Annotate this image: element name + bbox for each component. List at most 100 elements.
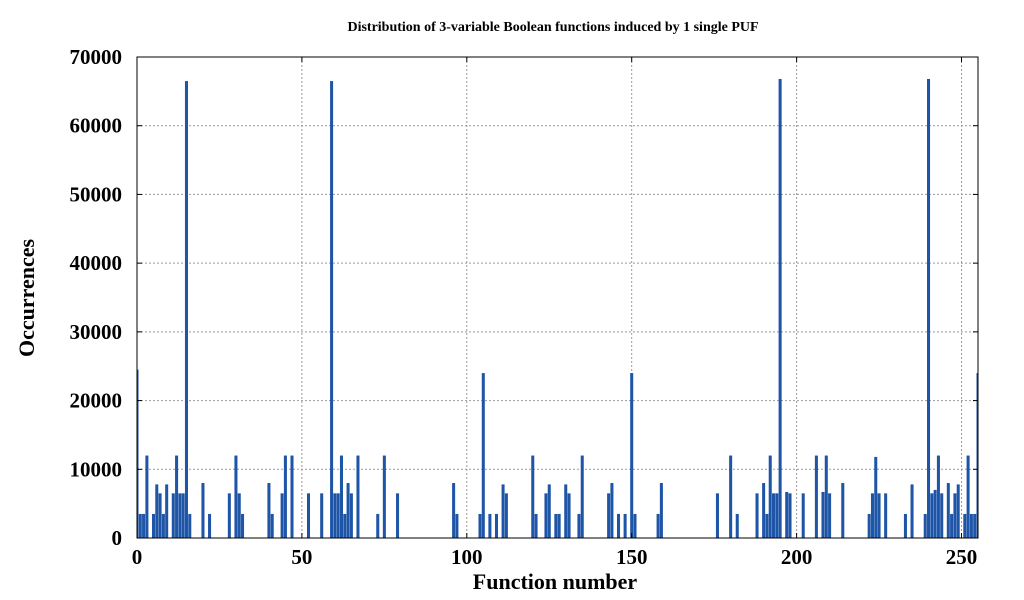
bar [138,513,142,538]
bar [452,483,456,538]
bar [534,513,538,538]
bar [940,493,944,538]
bar [788,493,792,538]
bar [339,455,343,538]
bar [234,455,238,538]
bar [181,493,185,538]
bar [237,493,241,538]
y-tick-label: 40000 [70,251,123,275]
bar [765,513,769,538]
bar [557,513,561,538]
bar [616,513,621,538]
bar [715,493,719,538]
bar [137,369,139,538]
bar [501,484,505,538]
y-tick-label: 50000 [70,182,123,206]
bar [165,484,169,538]
bar [735,513,739,538]
x-axis-ticks: 0 50 100 150 200 250 [132,57,977,569]
bar [188,513,192,538]
x-tick-label: 150 [616,545,648,569]
bar [630,373,634,538]
bar [158,493,162,538]
bar [950,513,954,538]
bar [772,493,776,538]
x-tick-label: 200 [781,545,813,569]
bar [877,493,881,538]
y-tick-label: 0 [112,526,123,550]
bar [208,513,212,538]
bar [841,483,845,538]
bar [633,513,637,538]
bar [814,455,818,538]
bar [478,513,482,538]
bar [729,455,733,538]
x-tick-label: 100 [451,545,483,569]
y-tick-label: 20000 [70,389,123,413]
bar [396,493,400,538]
bar [610,483,614,538]
bar [346,483,350,538]
bar [923,513,927,538]
bar [241,513,245,538]
bar [145,455,149,538]
bar [349,493,353,538]
bar [333,493,337,538]
bar [142,513,146,538]
bar [151,513,156,538]
bar [821,491,825,538]
bar [382,455,386,538]
y-tick-label: 60000 [70,114,123,138]
bar [580,455,584,538]
bar [973,513,977,538]
bar [201,483,205,538]
bar [801,493,805,538]
bar [171,493,175,538]
bar [547,484,551,538]
bar [227,493,231,538]
bar [280,493,284,538]
bar [175,455,179,538]
bar [544,493,548,538]
bar [504,493,508,538]
bar [933,489,937,538]
x-tick-label: 50 [291,545,312,569]
y-tick-label: 10000 [70,457,123,481]
bar [874,456,878,538]
bar [531,455,535,538]
bar [283,455,287,538]
bar [481,373,485,538]
bar [376,513,380,538]
bar [976,373,978,538]
bar [564,484,568,538]
bar [963,513,967,538]
bar [336,493,340,538]
bar [270,513,274,538]
bar [623,513,627,538]
bar [554,513,558,538]
bar [607,493,611,538]
bar [455,513,459,538]
bar [343,513,347,538]
bar [785,491,789,538]
chart-title: Distribution of 3-variable Boolean funct… [347,20,758,35]
bar [775,493,779,538]
bar [930,493,934,538]
bar [768,455,772,538]
plot-frame [136,56,979,539]
grid [137,57,978,538]
bar [755,493,759,538]
bar [155,484,159,538]
bar [577,513,581,538]
bar [956,484,960,538]
y-tick-label: 70000 [70,45,123,69]
bar [184,81,188,539]
x-axis-label: Function number [473,569,638,594]
bar [953,493,957,538]
bar [946,483,950,538]
bar [567,493,571,538]
bar [824,455,828,538]
bar [762,483,766,538]
bar [969,513,973,538]
